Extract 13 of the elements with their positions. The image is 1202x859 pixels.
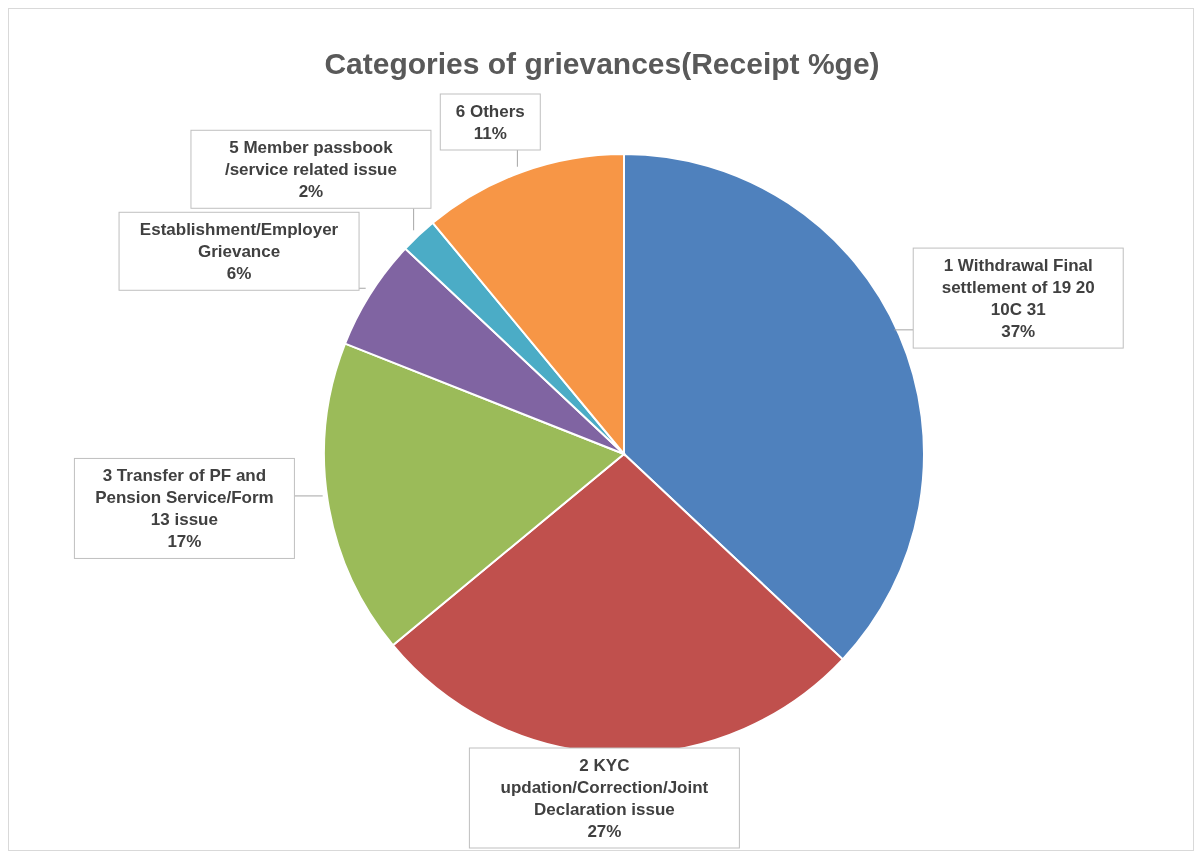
- slice-label: 3 Transfer of PF and Pension Service/Form 13 issue: [95, 466, 274, 530]
- data-label: 27%: [587, 822, 622, 841]
- chart-title: Categories of grievances(Receipt %ge): [323, 47, 881, 81]
- data-label: 6%: [226, 264, 252, 284]
- data-label: 2%: [298, 182, 324, 202]
- slice-label: 2 KYC updation/Correction/Joint Declaration issue: [500, 756, 709, 819]
- slice-label: 1 Withdrawal Final settlement of 19 20 10C 31: [941, 256, 1095, 320]
- data-label: 37%: [1001, 322, 1036, 342]
- data-label: 11%: [473, 124, 507, 143]
- data-label: 17%: [167, 532, 202, 552]
- slice-label: 6 Others: [455, 102, 525, 121]
- slice-label: Establishment/Employer Grievance: [139, 220, 339, 262]
- slice-label: 5 Member passbook /service related issue: [224, 138, 397, 180]
